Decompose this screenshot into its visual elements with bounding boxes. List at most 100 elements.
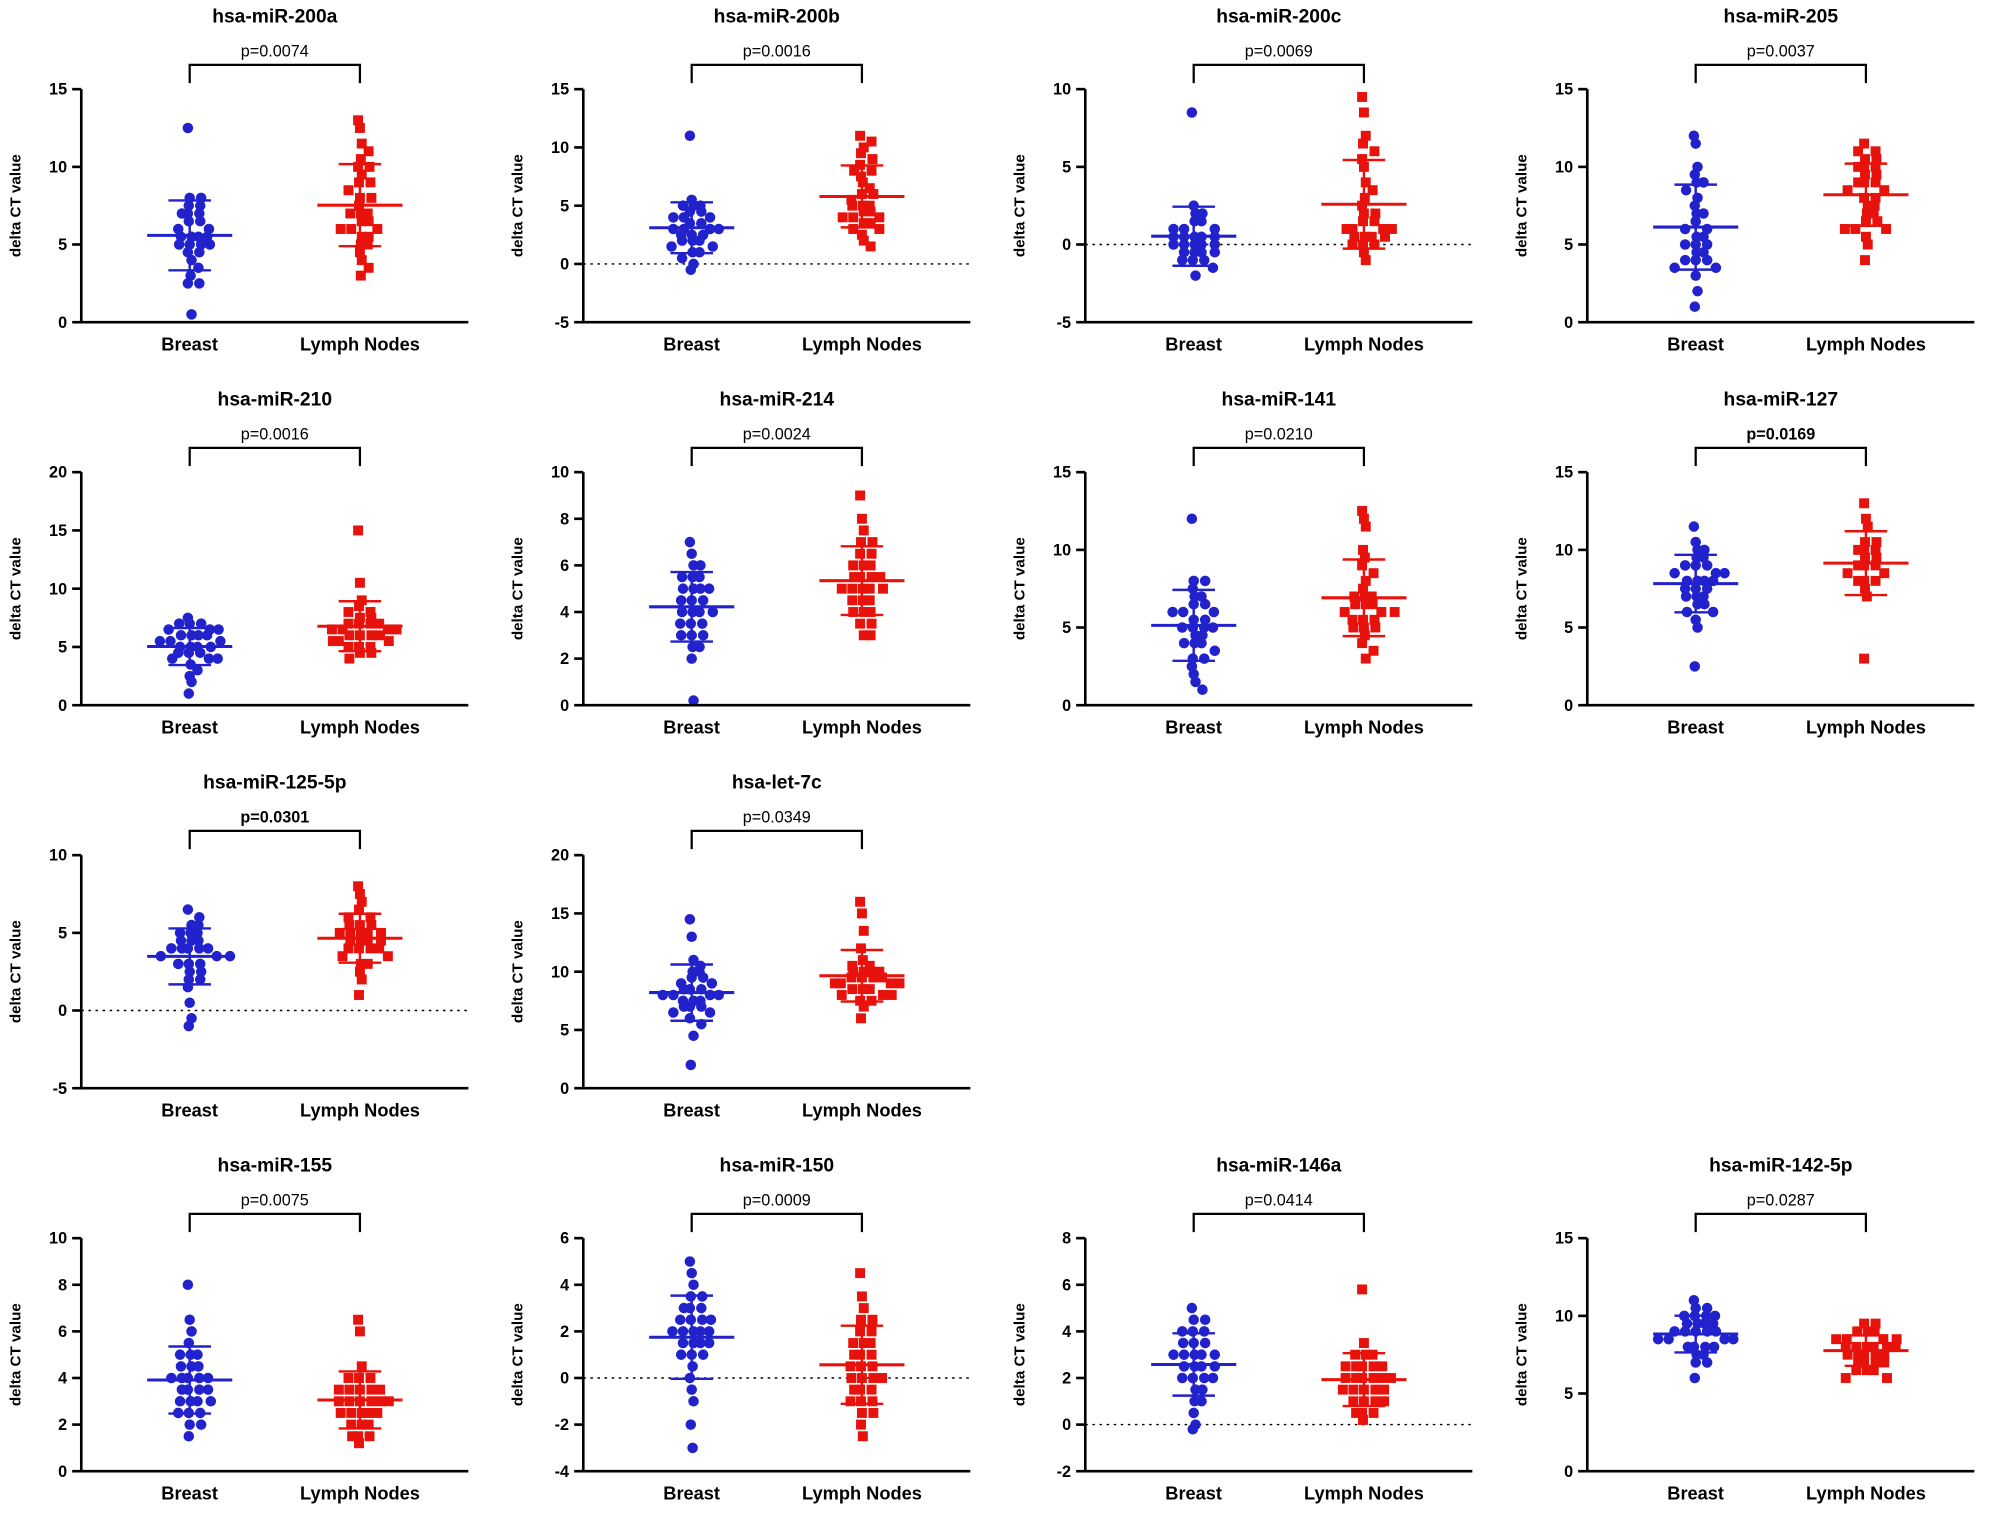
error-bar-lymph-nodes — [317, 1370, 403, 1430]
chart-panel-hsa-miR-200b: hsa-miR-200b p=0.0016 Breast Lymph Nodes -5 0… — [502, 0, 1004, 383]
error-bar-lymph-nodes — [1321, 158, 1407, 250]
error-bar-lymph-nodes — [819, 164, 905, 229]
svg-text:0: 0 — [1062, 697, 1071, 715]
axes — [79, 89, 469, 324]
axes — [581, 855, 971, 1090]
y-axis-ticks: 0 5 10 15 — [1555, 1230, 1588, 1481]
scatter-points-lymph-nodes — [334, 881, 393, 1000]
x-category-label: Lymph Nodes — [300, 1483, 420, 1504]
svg-text:15: 15 — [1555, 1230, 1573, 1248]
error-bar-lymph-nodes — [1321, 1351, 1407, 1408]
svg-text:5: 5 — [58, 924, 67, 942]
error-bar-breast — [1151, 205, 1237, 267]
svg-text:6: 6 — [58, 1323, 67, 1341]
svg-text:5: 5 — [1564, 619, 1573, 637]
scatter-points-breast — [1669, 521, 1730, 672]
y-axis-ticks: 0 5 10 15 — [1555, 464, 1588, 715]
svg-text:10: 10 — [1053, 541, 1071, 559]
scatter-points-breast — [1168, 107, 1221, 281]
svg-text:10: 10 — [49, 158, 67, 176]
y-axis-label: delta CT value — [509, 1303, 526, 1406]
chart-panel-hsa-miR-210: hsa-miR-210 p=0.0016 Breast Lymph Nodes 0 5 10… — [0, 383, 502, 766]
chart-title: hsa-miR-210 — [218, 389, 332, 410]
chart-title: hsa-let-7c — [732, 772, 822, 793]
chart-title: hsa-miR-125-5p — [203, 772, 346, 793]
significance-bracket — [690, 446, 864, 467]
chart-panel-hsa-miR-141: hsa-miR-141 p=0.0210 Breast Lymph Nodes 0 5 10… — [1004, 383, 1506, 766]
x-category-label: Lymph Nodes — [300, 1100, 420, 1121]
x-category-label: Breast — [663, 1483, 720, 1504]
svg-text:4: 4 — [560, 1276, 569, 1294]
y-axis-ticks: 0 2 4 6 8 10 — [49, 1230, 82, 1481]
error-bar-breast — [147, 199, 233, 272]
significance-bracket — [1192, 446, 1366, 467]
chart-title: hsa-miR-127 — [1724, 389, 1838, 410]
x-category-label: Lymph Nodes — [300, 717, 420, 738]
panel-svg: hsa-miR-210 p=0.0016 Breast Lymph Nodes 0 5 10… — [7, 389, 469, 738]
x-category-label: Breast — [1165, 334, 1222, 355]
x-category-label: Lymph Nodes — [802, 1100, 922, 1121]
chart-title: hsa-miR-150 — [720, 1155, 834, 1176]
svg-text:2: 2 — [560, 650, 569, 668]
significance-bracket — [1694, 63, 1868, 84]
error-bar-breast — [649, 963, 735, 1022]
axes — [581, 1238, 971, 1473]
svg-text:0: 0 — [560, 256, 569, 274]
y-axis-ticks: -2 0 2 4 6 8 — [1057, 1230, 1086, 1481]
p-value-label: p=0.0037 — [1747, 43, 1815, 61]
y-axis-ticks: -5 0 5 10 — [1053, 81, 1086, 332]
scatter-points-lymph-nodes — [845, 1268, 888, 1442]
x-category-label: Lymph Nodes — [802, 334, 922, 355]
svg-text:2: 2 — [58, 1416, 67, 1434]
scatter-points-breast — [166, 1279, 217, 1442]
y-axis-label: delta CT value — [1011, 1303, 1028, 1406]
axes — [581, 472, 971, 707]
error-bar-lymph-nodes — [819, 1324, 905, 1406]
significance-bracket — [188, 446, 362, 467]
svg-text:0: 0 — [1062, 236, 1071, 254]
y-axis-label: delta CT value — [1011, 154, 1028, 257]
y-axis-ticks: -4 -2 0 2 4 6 — [555, 1230, 584, 1481]
x-category-label: Breast — [161, 1483, 218, 1504]
axes — [79, 472, 469, 707]
svg-text:10: 10 — [1555, 541, 1573, 559]
y-axis-label: delta CT value — [7, 154, 24, 257]
scatter-points-lymph-nodes — [1339, 506, 1400, 664]
p-value-label: p=0.0075 — [241, 1192, 309, 1210]
chart-panel-hsa-miR-142-5p: hsa-miR-142-5p p=0.0287 Breast Lymph Nodes 0… — [1506, 1149, 2008, 1532]
p-value-label: p=0.0210 — [1245, 426, 1313, 444]
axes — [1585, 1238, 1975, 1473]
significance-bracket — [1694, 1212, 1868, 1233]
x-category-label: Breast — [1667, 717, 1724, 738]
x-category-label: Lymph Nodes — [1806, 1483, 1926, 1504]
svg-text:10: 10 — [49, 847, 67, 865]
significance-bracket — [690, 1212, 864, 1233]
p-value-label: p=0.0301 — [240, 809, 309, 827]
x-category-label: Breast — [161, 1100, 218, 1121]
x-category-label: Breast — [1667, 1483, 1724, 1504]
empty-cell — [1506, 766, 2008, 1149]
svg-text:15: 15 — [49, 522, 67, 540]
panel-svg: hsa-miR-200c p=0.0069 Breast Lymph Nodes -5 0… — [1011, 6, 1473, 355]
error-bar-lymph-nodes — [819, 948, 905, 1003]
svg-text:4: 4 — [1062, 1323, 1071, 1341]
chart-panel-hsa-miR-200c: hsa-miR-200c p=0.0069 Breast Lymph Nodes -5 0… — [1004, 0, 1506, 383]
error-bar-breast — [649, 201, 735, 255]
axes — [79, 855, 469, 1090]
chart-title: hsa-miR-214 — [720, 389, 835, 410]
y-axis-label: delta CT value — [1011, 537, 1028, 640]
significance-bracket — [188, 829, 362, 850]
x-category-label: Breast — [1165, 1483, 1222, 1504]
svg-text:8: 8 — [560, 510, 569, 528]
y-axis-ticks: -5 0 5 10 15 — [551, 81, 584, 332]
error-bar-lymph-nodes — [317, 162, 403, 248]
error-bar-breast — [1151, 1332, 1237, 1397]
axes — [581, 89, 971, 324]
x-category-label: Breast — [663, 334, 720, 355]
scatter-points-lymph-nodes — [1341, 92, 1397, 266]
x-category-label: Lymph Nodes — [1806, 334, 1926, 355]
chart-title: hsa-miR-146a — [1216, 1155, 1341, 1176]
panel-svg: hsa-let-7c p=0.0349 Breast Lymph Nodes 0 5 10 1… — [509, 772, 971, 1121]
y-axis-label: delta CT value — [1513, 154, 1530, 257]
